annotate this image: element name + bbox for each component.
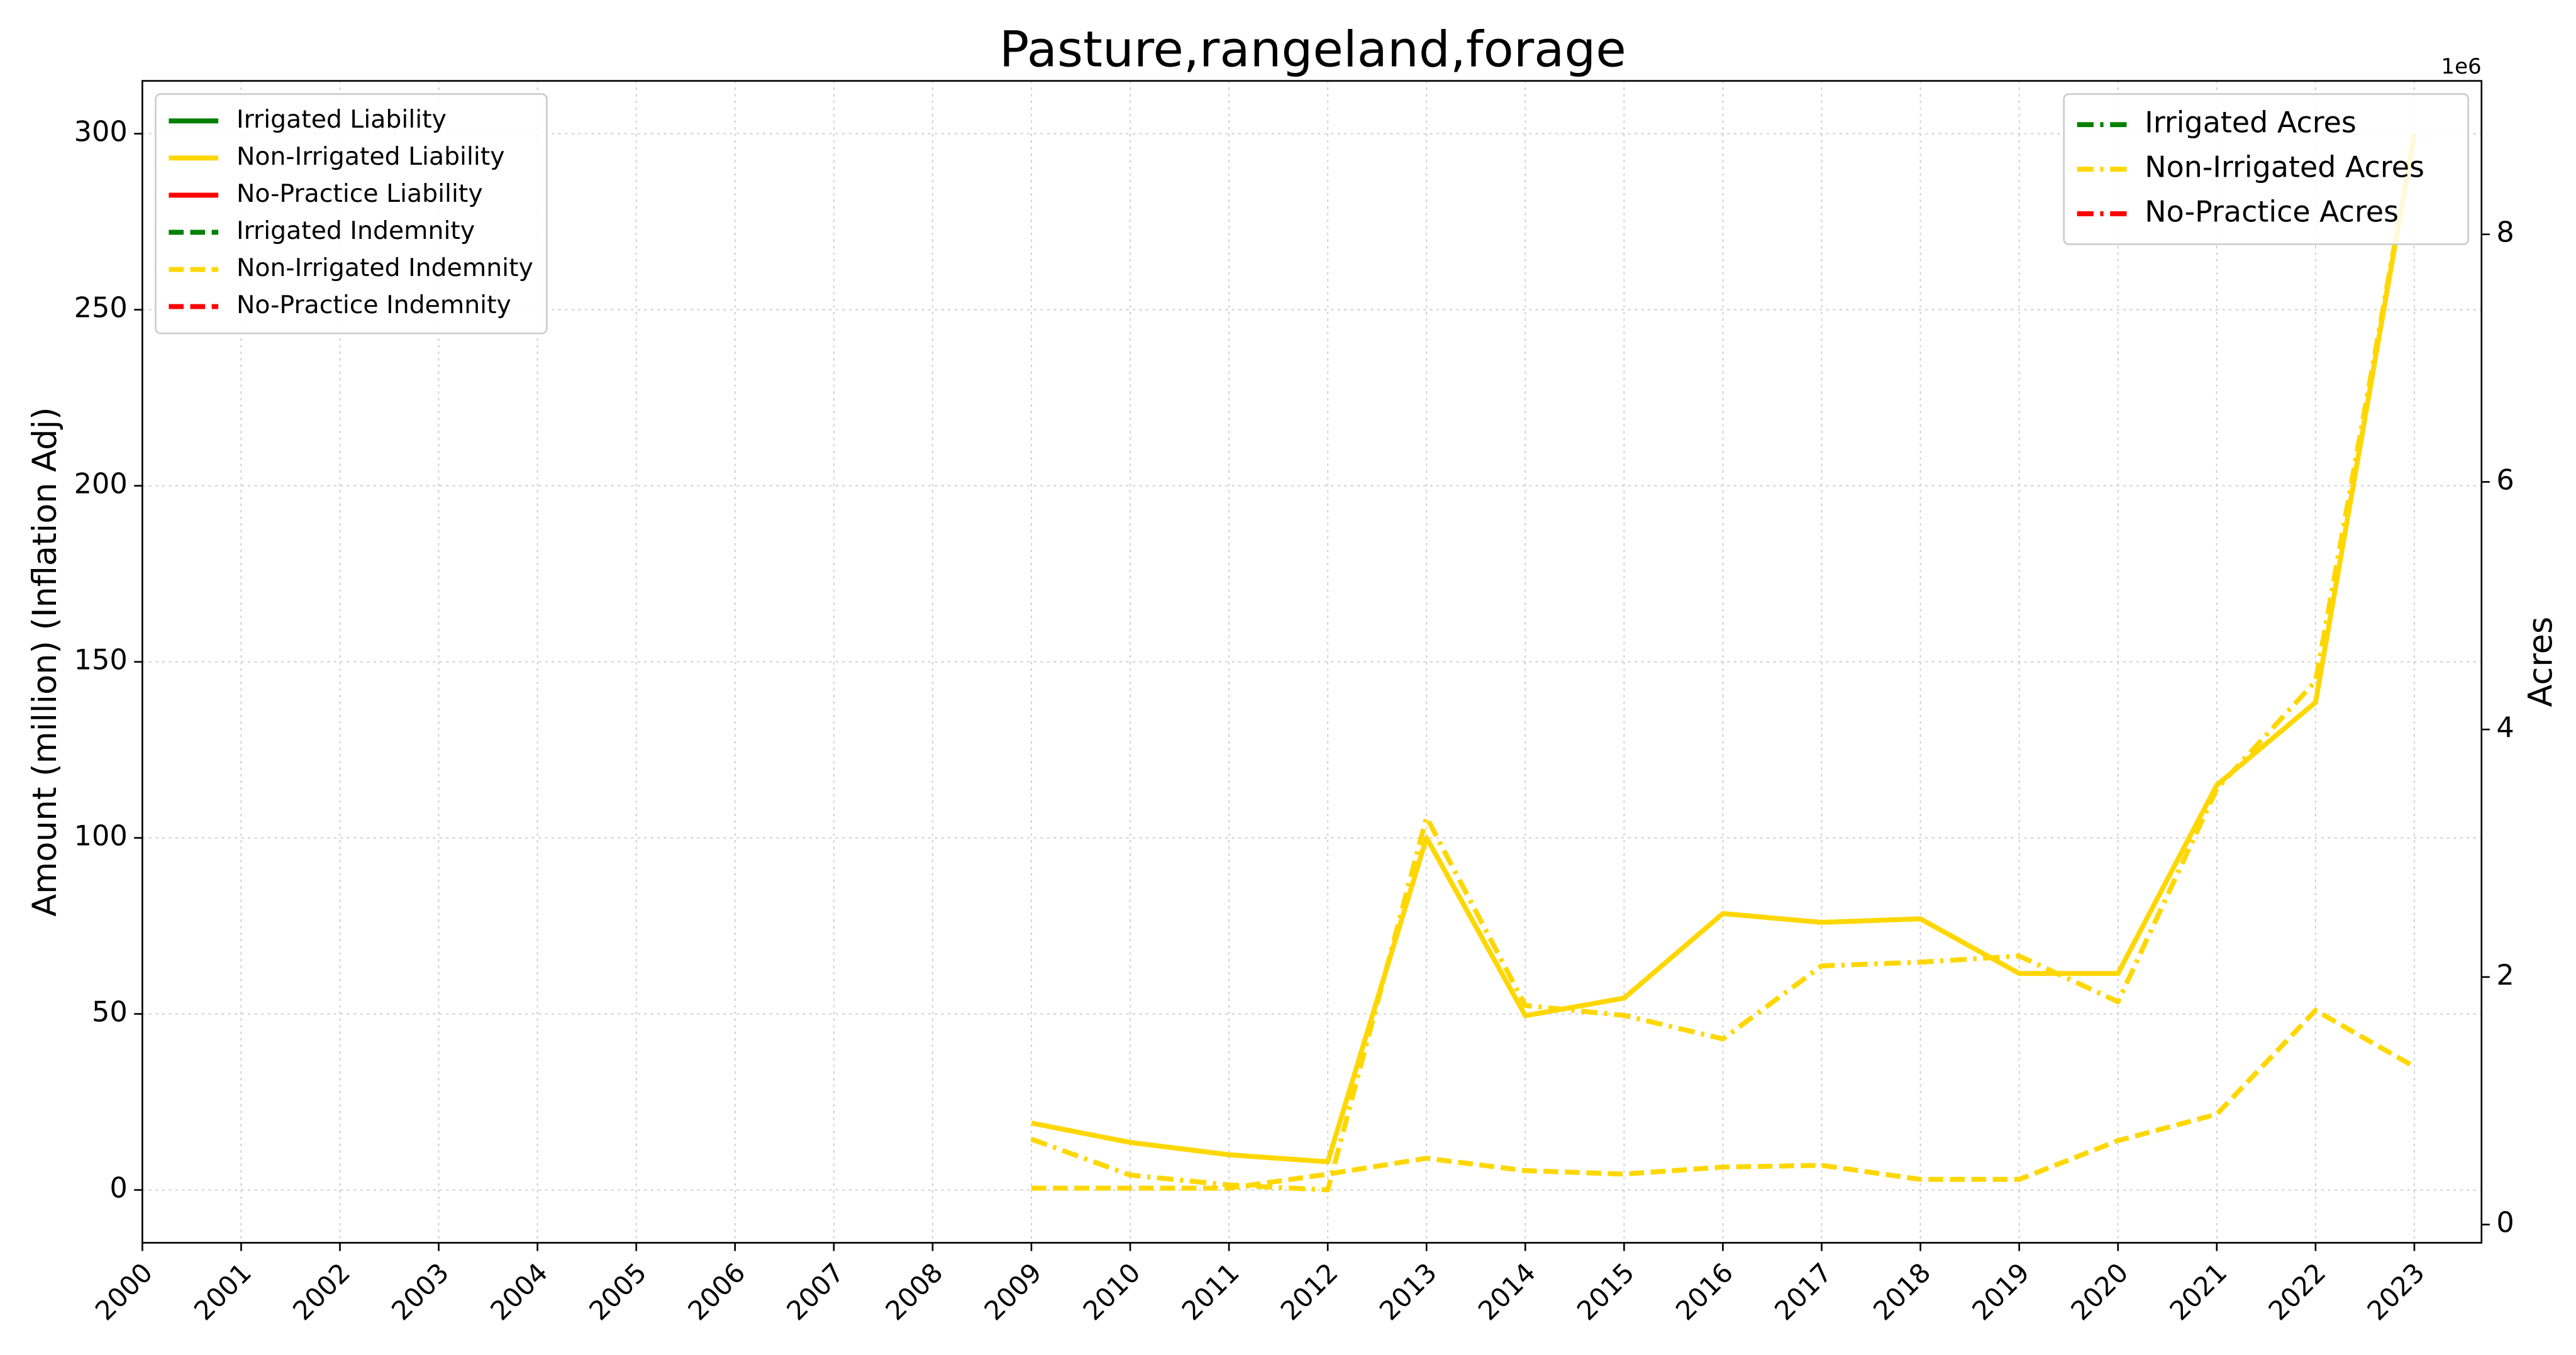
plot-frame <box>142 80 2483 1244</box>
y-tick-label: 100 <box>74 820 128 853</box>
legend-label: Non-Irrigated Acres <box>2145 150 2424 184</box>
y2-axis-label: Acres <box>2522 617 2560 707</box>
series-line <box>1031 133 2417 1164</box>
legend-label: Irrigated Liability <box>236 105 447 134</box>
chart-title: Pasture,rangeland,forage <box>999 20 1626 78</box>
y2-tick-label: 0 <box>2496 1207 2514 1239</box>
y-tick-label: 50 <box>92 996 128 1029</box>
y2-tick-label: 2 <box>2496 959 2514 992</box>
legend: Irrigated Acres Non-Irrigated Acres No-Pra… <box>2063 93 2470 245</box>
y-tick-label: 200 <box>74 468 128 501</box>
series-line <box>1030 135 2417 1193</box>
legend-label: Irrigated Acres <box>2145 106 2356 140</box>
legend: Irrigated Liability Non-Irrigated Liabili… <box>155 93 548 335</box>
legend-label: Irrigated Indemnity <box>236 216 475 245</box>
legend-label: No-Practice Liability <box>236 179 483 208</box>
y2-tick-label: 6 <box>2496 463 2514 496</box>
y2-tick-label: 4 <box>2496 711 2514 744</box>
y-tick-label: 0 <box>109 1172 127 1205</box>
legend-box <box>155 93 548 335</box>
y-tick-label: 250 <box>74 292 128 324</box>
legend-label: No-Practice Indemnity <box>236 290 511 319</box>
legend-label: Non-Irrigated Liability <box>236 142 505 171</box>
y2-tick-label: 8 <box>2496 216 2514 249</box>
legend-label: Non-Irrigated Indemnity <box>236 253 533 282</box>
y2-offset-label: 1e6 <box>2441 54 2481 79</box>
legend-label: No-Practice Acres <box>2145 194 2399 228</box>
legend-box <box>2063 93 2470 245</box>
y-axis-label: Amount (million) (Inflation Adj) <box>26 407 64 916</box>
y-tick-label: 300 <box>74 116 128 148</box>
series-line <box>1031 1007 2416 1191</box>
y-tick-label: 150 <box>74 644 128 677</box>
